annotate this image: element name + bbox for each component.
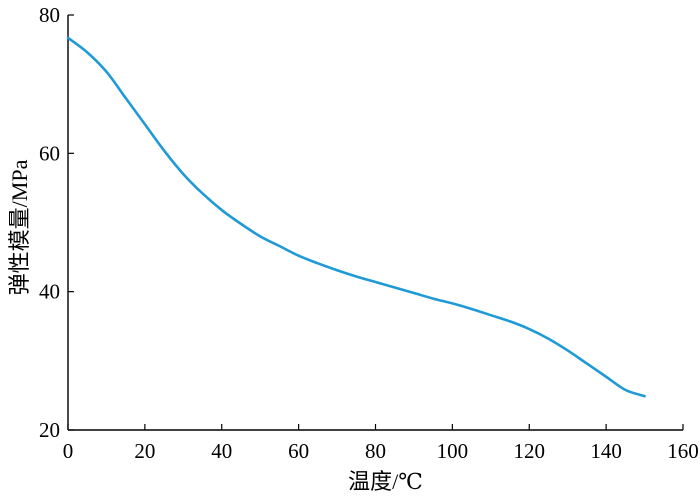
x-tick-label: 160 bbox=[667, 439, 699, 463]
x-tick-label: 0 bbox=[63, 439, 74, 463]
x-tick-label: 40 bbox=[211, 439, 232, 463]
y-tick-label: 60 bbox=[39, 141, 60, 165]
y-tick-label: 40 bbox=[39, 280, 60, 304]
x-tick-label: 80 bbox=[365, 439, 386, 463]
x-axis-label: 温度/℃ bbox=[348, 469, 423, 494]
y-axis-label: 弹性模量/MPa bbox=[7, 159, 32, 295]
x-tick-label: 140 bbox=[590, 439, 622, 463]
x-tick-label: 100 bbox=[437, 439, 469, 463]
x-tick-label: 60 bbox=[288, 439, 309, 463]
series-line bbox=[66, 36, 646, 398]
x-tick-label: 20 bbox=[134, 439, 155, 463]
y-tick-label: 80 bbox=[39, 3, 60, 27]
y-tick-label: 20 bbox=[39, 418, 60, 442]
x-tick-label: 120 bbox=[514, 439, 546, 463]
series-layer bbox=[66, 36, 646, 398]
